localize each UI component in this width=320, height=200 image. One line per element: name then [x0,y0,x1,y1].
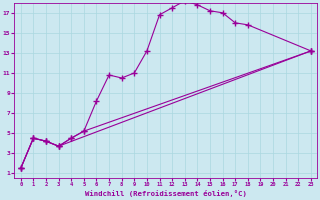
X-axis label: Windchill (Refroidissement éolien,°C): Windchill (Refroidissement éolien,°C) [85,190,247,197]
